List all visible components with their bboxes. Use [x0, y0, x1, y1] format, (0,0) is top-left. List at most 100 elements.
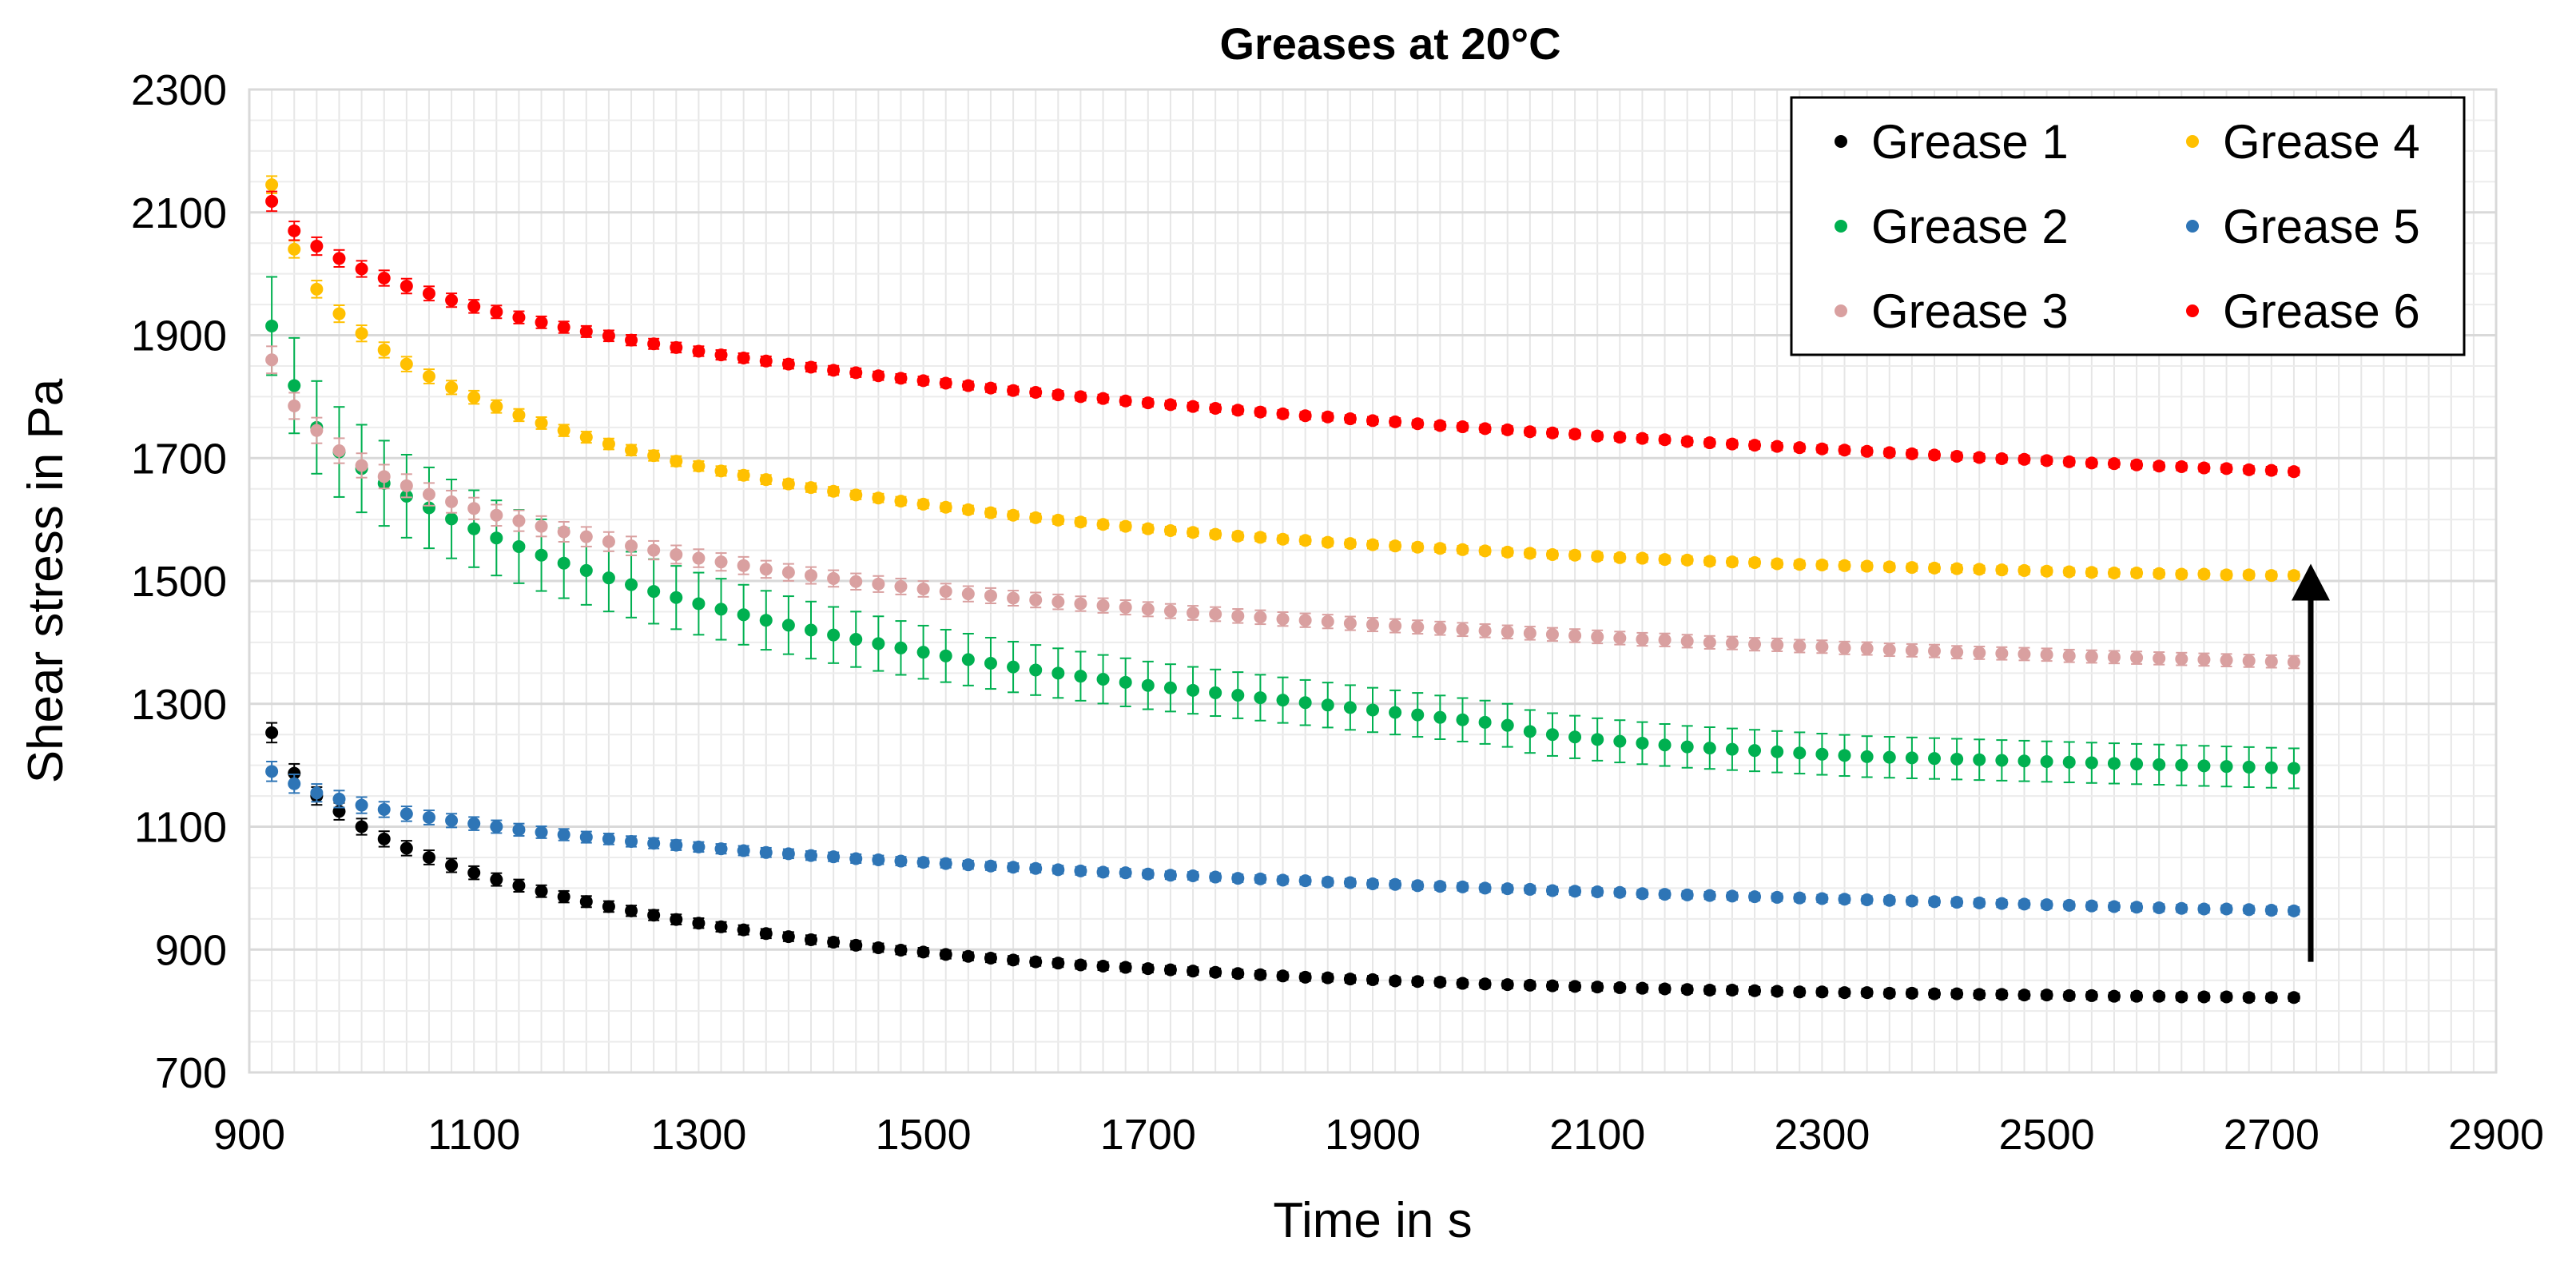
- data-point: [1591, 429, 1604, 443]
- data-point: [1276, 532, 1290, 546]
- data-point: [332, 444, 346, 458]
- data-point: [422, 850, 435, 864]
- series-3: [265, 345, 2300, 670]
- data-point: [1591, 885, 1604, 898]
- data-point: [1860, 750, 1874, 763]
- data-point: [2264, 904, 2278, 917]
- data-point: [2153, 901, 2166, 914]
- data-point: [737, 468, 750, 482]
- data-point: [1478, 977, 1492, 991]
- series-1: [265, 722, 2300, 1004]
- data-point: [1928, 561, 1941, 575]
- data-point: [1366, 877, 1379, 890]
- data-point: [805, 933, 817, 946]
- data-point: [1298, 409, 1312, 423]
- data-point: [1163, 604, 1177, 618]
- data-point: [625, 444, 638, 457]
- data-point: [1478, 544, 1492, 558]
- y-tick-label: 2100: [131, 189, 227, 237]
- data-point: [1411, 975, 1425, 989]
- trend-arrow-icon: [2292, 563, 2331, 962]
- data-point: [1658, 888, 1672, 901]
- data-point: [1658, 633, 1672, 646]
- data-point: [445, 495, 459, 508]
- data-point: [1389, 619, 1402, 633]
- data-point: [1928, 448, 1941, 462]
- data-point: [579, 324, 593, 338]
- data-point: [714, 603, 728, 616]
- data-point: [1523, 627, 1536, 640]
- data-point: [2264, 991, 2278, 1004]
- data-point: [1680, 983, 1694, 997]
- data-point: [1950, 752, 1964, 766]
- data-point: [625, 539, 638, 553]
- data-point: [1187, 683, 1200, 697]
- data-point: [1298, 614, 1312, 627]
- data-point: [1119, 394, 1132, 408]
- data-point: [2130, 989, 2144, 1003]
- x-tick-label: 2300: [1774, 1111, 1870, 1159]
- data-point: [961, 503, 975, 516]
- data-point: [2040, 755, 2053, 769]
- data-point: [1478, 422, 1492, 436]
- legend-box: [1790, 96, 2466, 356]
- data-point: [827, 628, 841, 642]
- data-point: [647, 909, 661, 922]
- data-point: [1141, 603, 1155, 616]
- data-point: [781, 619, 795, 632]
- data-point: [2242, 463, 2256, 476]
- data-point: [310, 240, 324, 253]
- data-point: [849, 366, 863, 380]
- data-point: [1209, 965, 1222, 979]
- data-point: [961, 587, 975, 601]
- data-point: [1928, 987, 1941, 1000]
- series-5: [265, 761, 2300, 917]
- data-point: [1007, 861, 1020, 874]
- data-point: [1680, 888, 1694, 901]
- data-point: [557, 525, 570, 539]
- data-point: [265, 765, 279, 778]
- data-point: [781, 566, 795, 579]
- data-point: [490, 873, 503, 886]
- data-point: [1096, 673, 1110, 686]
- data-point: [1523, 547, 1536, 560]
- data-point: [1074, 515, 1087, 529]
- data-point: [1029, 861, 1043, 875]
- data-point: [1074, 390, 1087, 404]
- data-point: [849, 938, 863, 952]
- data-point: [1096, 518, 1110, 531]
- data-point: [1636, 432, 1649, 445]
- data-point: [2017, 989, 2031, 1002]
- data-point: [1501, 423, 1514, 436]
- data-point: [1411, 879, 1425, 893]
- data-point: [781, 930, 795, 944]
- y-tick-label: 2300: [131, 66, 227, 114]
- data-point: [984, 952, 997, 965]
- legend-marker: [1835, 135, 1847, 148]
- y-axis-title: Shear stress in Pa: [18, 378, 74, 783]
- data-point: [2264, 761, 2278, 774]
- data-point: [1815, 442, 1829, 455]
- data-point: [1276, 407, 1290, 420]
- data-point: [1456, 420, 1469, 434]
- data-point: [1793, 639, 1807, 653]
- data-point: [602, 832, 615, 845]
- data-point: [1343, 973, 1357, 986]
- data-point: [2085, 566, 2098, 579]
- data-point: [1950, 987, 1964, 1000]
- data-point: [2017, 647, 2031, 661]
- data-point: [2130, 758, 2144, 771]
- data-point: [1815, 640, 1829, 654]
- data-point: [1276, 694, 1290, 707]
- data-point: [1051, 863, 1065, 877]
- data-point: [1501, 625, 1514, 638]
- data-point: [535, 316, 548, 329]
- data-point: [939, 649, 952, 662]
- data-point: [1815, 747, 1829, 761]
- data-point: [1163, 869, 1177, 882]
- data-point: [490, 508, 503, 522]
- data-point: [939, 857, 952, 870]
- data-point: [579, 895, 593, 909]
- data-point: [1007, 508, 1020, 522]
- data-point: [1007, 384, 1020, 397]
